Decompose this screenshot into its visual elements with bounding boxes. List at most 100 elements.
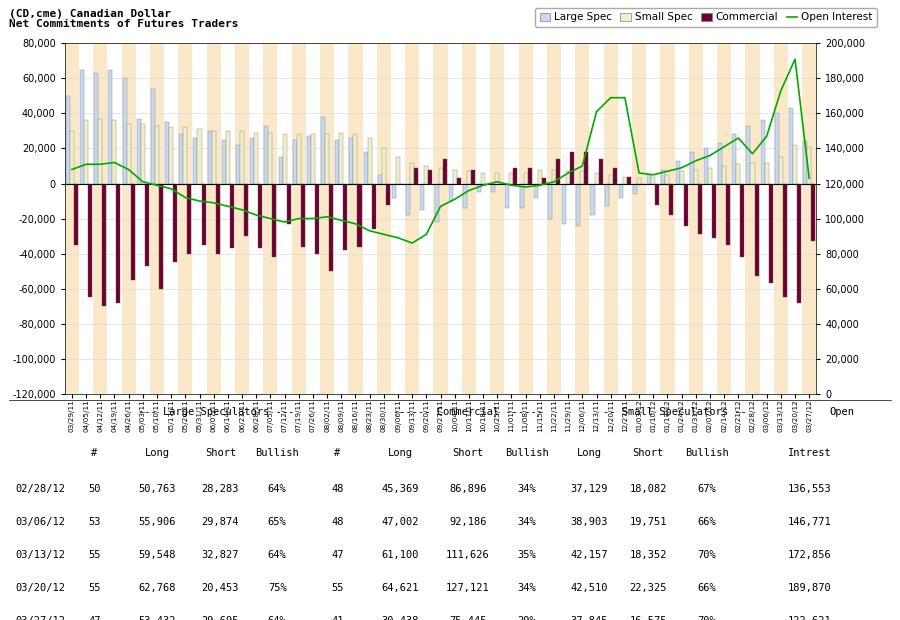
- Text: 64%: 64%: [268, 484, 286, 494]
- Text: 172,856: 172,856: [788, 549, 832, 560]
- Bar: [254, 133, 258, 184]
- Text: 03/06/12: 03/06/12: [15, 516, 66, 526]
- Bar: [197, 129, 202, 184]
- Text: Bullish: Bullish: [505, 448, 548, 458]
- Bar: [736, 164, 741, 184]
- Text: 42,157: 42,157: [571, 549, 608, 560]
- Bar: [538, 169, 542, 184]
- Bar: [704, 149, 708, 184]
- Bar: [258, 184, 262, 249]
- Bar: [396, 157, 400, 184]
- Bar: [70, 131, 74, 184]
- Text: Long: Long: [577, 448, 602, 458]
- Bar: [632, 43, 646, 394]
- Bar: [580, 171, 584, 184]
- Bar: [406, 184, 410, 215]
- Text: 38,903: 38,903: [571, 516, 608, 526]
- Bar: [689, 152, 694, 184]
- Bar: [372, 184, 375, 229]
- Text: 34%: 34%: [518, 516, 536, 526]
- Bar: [283, 135, 286, 184]
- Bar: [244, 184, 248, 236]
- Bar: [179, 135, 184, 184]
- Bar: [680, 171, 684, 184]
- Bar: [613, 168, 617, 184]
- Bar: [524, 173, 527, 184]
- Bar: [548, 184, 552, 218]
- Text: Short: Short: [205, 448, 236, 458]
- Bar: [66, 96, 70, 184]
- Bar: [608, 175, 613, 184]
- Bar: [647, 175, 652, 184]
- Bar: [754, 184, 759, 277]
- Bar: [343, 184, 347, 250]
- Text: 70%: 70%: [698, 616, 716, 620]
- Bar: [265, 126, 268, 184]
- Text: Short: Short: [453, 448, 483, 458]
- Bar: [662, 169, 665, 184]
- Bar: [688, 43, 703, 394]
- Bar: [392, 184, 396, 198]
- Text: 32,827: 32,827: [202, 549, 239, 560]
- Bar: [354, 135, 357, 184]
- Bar: [414, 168, 418, 184]
- Bar: [140, 124, 145, 184]
- Bar: [321, 117, 325, 184]
- Bar: [230, 184, 234, 249]
- Bar: [212, 131, 216, 184]
- Text: 75,445: 75,445: [449, 616, 487, 620]
- Bar: [514, 168, 518, 184]
- Bar: [741, 184, 744, 257]
- Bar: [122, 78, 127, 184]
- Bar: [264, 43, 277, 394]
- Bar: [364, 152, 367, 184]
- Bar: [652, 177, 655, 184]
- Text: 47,002: 47,002: [382, 516, 419, 526]
- Text: Short: Short: [633, 448, 663, 458]
- Bar: [595, 173, 598, 184]
- Bar: [165, 122, 169, 184]
- Bar: [726, 184, 730, 245]
- Bar: [292, 43, 306, 394]
- Bar: [367, 138, 372, 184]
- Bar: [477, 184, 482, 192]
- Bar: [637, 179, 641, 184]
- Bar: [386, 184, 390, 205]
- Text: 03/20/12: 03/20/12: [15, 583, 66, 593]
- Text: 65%: 65%: [268, 516, 286, 526]
- Bar: [88, 184, 92, 298]
- Text: #: #: [335, 448, 340, 458]
- Text: 34%: 34%: [518, 583, 536, 593]
- Bar: [410, 162, 414, 184]
- Bar: [552, 169, 556, 184]
- Bar: [169, 128, 173, 184]
- Bar: [325, 135, 329, 184]
- Text: 19,751: 19,751: [629, 516, 667, 526]
- Bar: [187, 184, 192, 254]
- Bar: [420, 184, 425, 210]
- Bar: [655, 184, 660, 205]
- Bar: [575, 43, 590, 394]
- Text: Net Commitments of Futures Traders: Net Commitments of Futures Traders: [9, 19, 238, 29]
- Bar: [130, 184, 135, 280]
- Text: ------ Commercial ------: ------ Commercial ------: [393, 407, 543, 417]
- Text: 64,621: 64,621: [382, 583, 419, 593]
- Bar: [103, 184, 106, 306]
- Bar: [760, 120, 765, 184]
- Bar: [566, 171, 571, 184]
- Text: 189,870: 189,870: [788, 583, 832, 593]
- Bar: [184, 128, 187, 184]
- Bar: [155, 126, 159, 184]
- Text: 16,575: 16,575: [629, 616, 667, 620]
- Bar: [506, 184, 509, 208]
- Bar: [717, 43, 731, 394]
- Text: 48: 48: [331, 484, 344, 494]
- Text: 50: 50: [88, 484, 101, 494]
- Bar: [605, 184, 608, 206]
- Bar: [789, 108, 793, 184]
- Text: 70%: 70%: [698, 549, 716, 560]
- Bar: [684, 184, 688, 226]
- Bar: [745, 43, 760, 394]
- Bar: [778, 157, 783, 184]
- Text: Long: Long: [145, 448, 170, 458]
